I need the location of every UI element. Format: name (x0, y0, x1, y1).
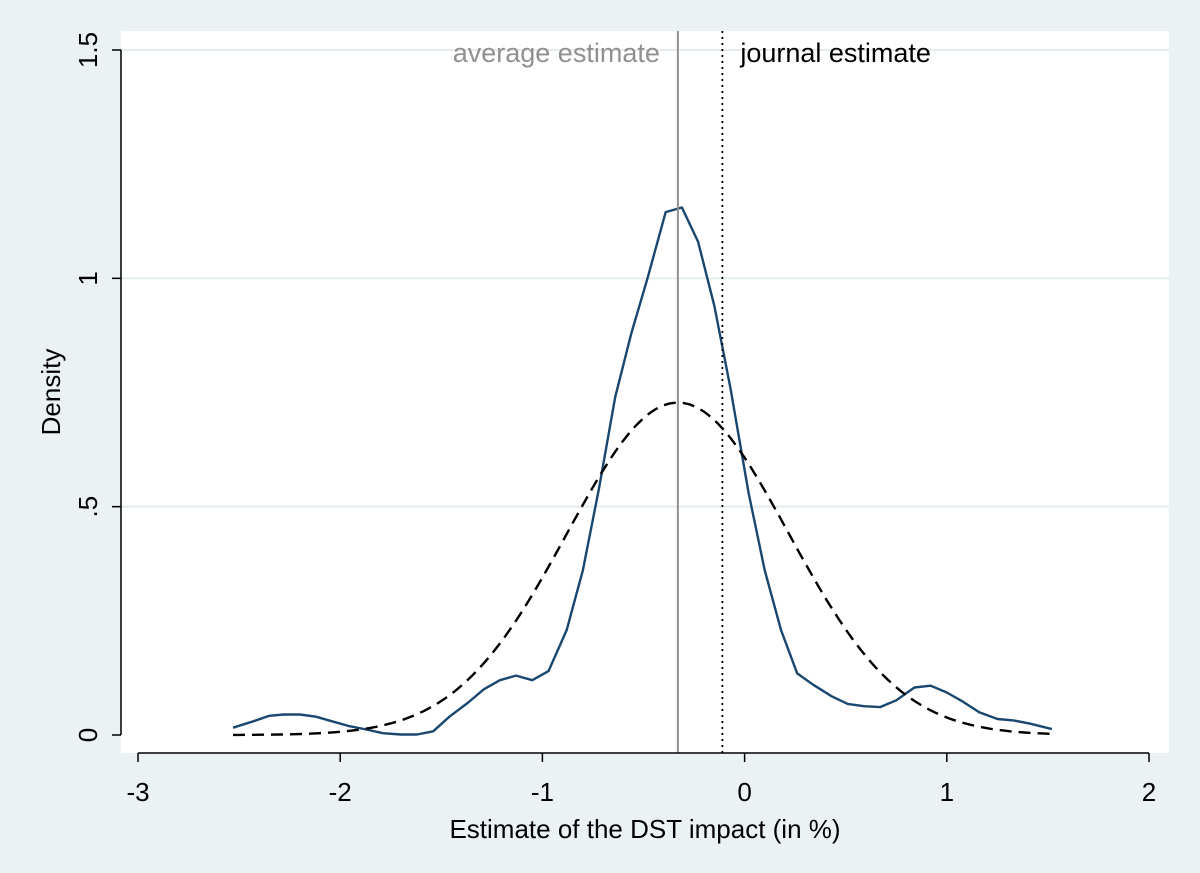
series-line-kernel-density (232, 206, 1053, 736)
reference-lines: average estimate journal estimate (453, 31, 931, 753)
x-axis-title: Estimate of the DST impact (in %) (449, 814, 840, 844)
plot-area (121, 31, 1169, 753)
x-tick-label-3: 0 (737, 777, 751, 807)
ref-label-journal-estimate: journal estimate (739, 38, 931, 68)
x-tick-label-4: 1 (940, 777, 954, 807)
y-tick-label-0: 0 (73, 728, 103, 742)
series-layer (232, 206, 1053, 737)
ref-label-average-estimate: average estimate (453, 38, 660, 68)
x-tick-label-0: -3 (126, 777, 149, 807)
axes: 0 .5 1 1.5 -3 -2 -1 0 1 2 (73, 32, 1156, 807)
y-tick-label-3: 1.5 (73, 32, 103, 68)
series-line-normal-density (233, 401, 1052, 737)
y-axis-title: Density (36, 349, 66, 436)
x-tick-label-1: -2 (329, 777, 352, 807)
x-tick-label-5: 2 (1142, 777, 1156, 807)
x-tick-label-2: -1 (531, 777, 554, 807)
y-tick-label-2: 1 (73, 271, 103, 285)
grid-lines (121, 49, 1169, 508)
y-tick-label-1: .5 (73, 496, 103, 518)
